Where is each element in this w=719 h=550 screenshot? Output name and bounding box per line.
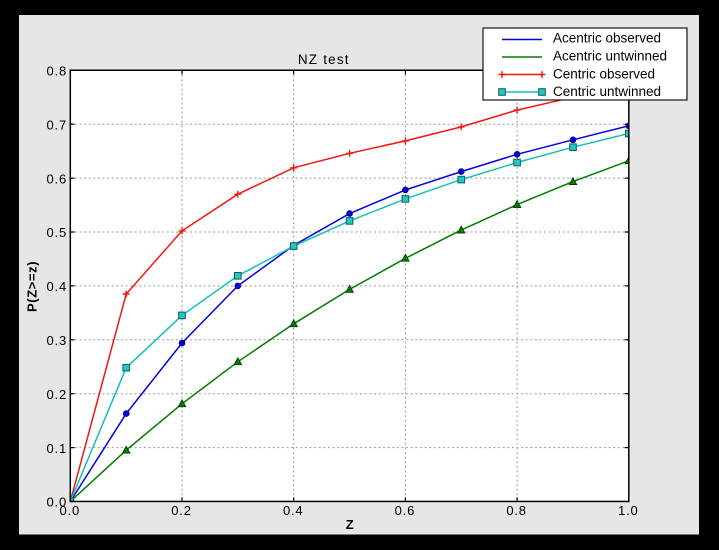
svg-text:Centric observed: Centric observed [553, 67, 655, 82]
svg-text:0.0: 0.0 [60, 503, 80, 518]
svg-text:0.3: 0.3 [47, 333, 67, 348]
svg-text:1.0: 1.0 [618, 503, 638, 518]
svg-text:0.4: 0.4 [283, 503, 303, 518]
svg-text:0.1: 0.1 [47, 441, 67, 456]
svg-text:0.6: 0.6 [395, 503, 415, 518]
svg-text:0.2: 0.2 [171, 503, 191, 518]
svg-text:Z: Z [346, 517, 354, 532]
svg-text:0.8: 0.8 [47, 63, 67, 78]
svg-text:0.2: 0.2 [47, 387, 67, 402]
svg-text:P(Z>=z): P(Z>=z) [25, 261, 40, 312]
svg-text:0.0: 0.0 [47, 495, 67, 510]
svg-text:0.6: 0.6 [47, 171, 67, 186]
svg-text:0.5: 0.5 [47, 225, 67, 240]
svg-text:Acentric observed: Acentric observed [553, 31, 661, 46]
svg-text:0.7: 0.7 [47, 117, 67, 132]
svg-text:0.4: 0.4 [47, 279, 67, 294]
svg-text:Acentric untwinned: Acentric untwinned [553, 49, 667, 64]
svg-text:NZ test: NZ test [298, 52, 350, 67]
svg-text:Centric untwinned: Centric untwinned [553, 84, 661, 99]
svg-text:0.8: 0.8 [506, 503, 526, 518]
